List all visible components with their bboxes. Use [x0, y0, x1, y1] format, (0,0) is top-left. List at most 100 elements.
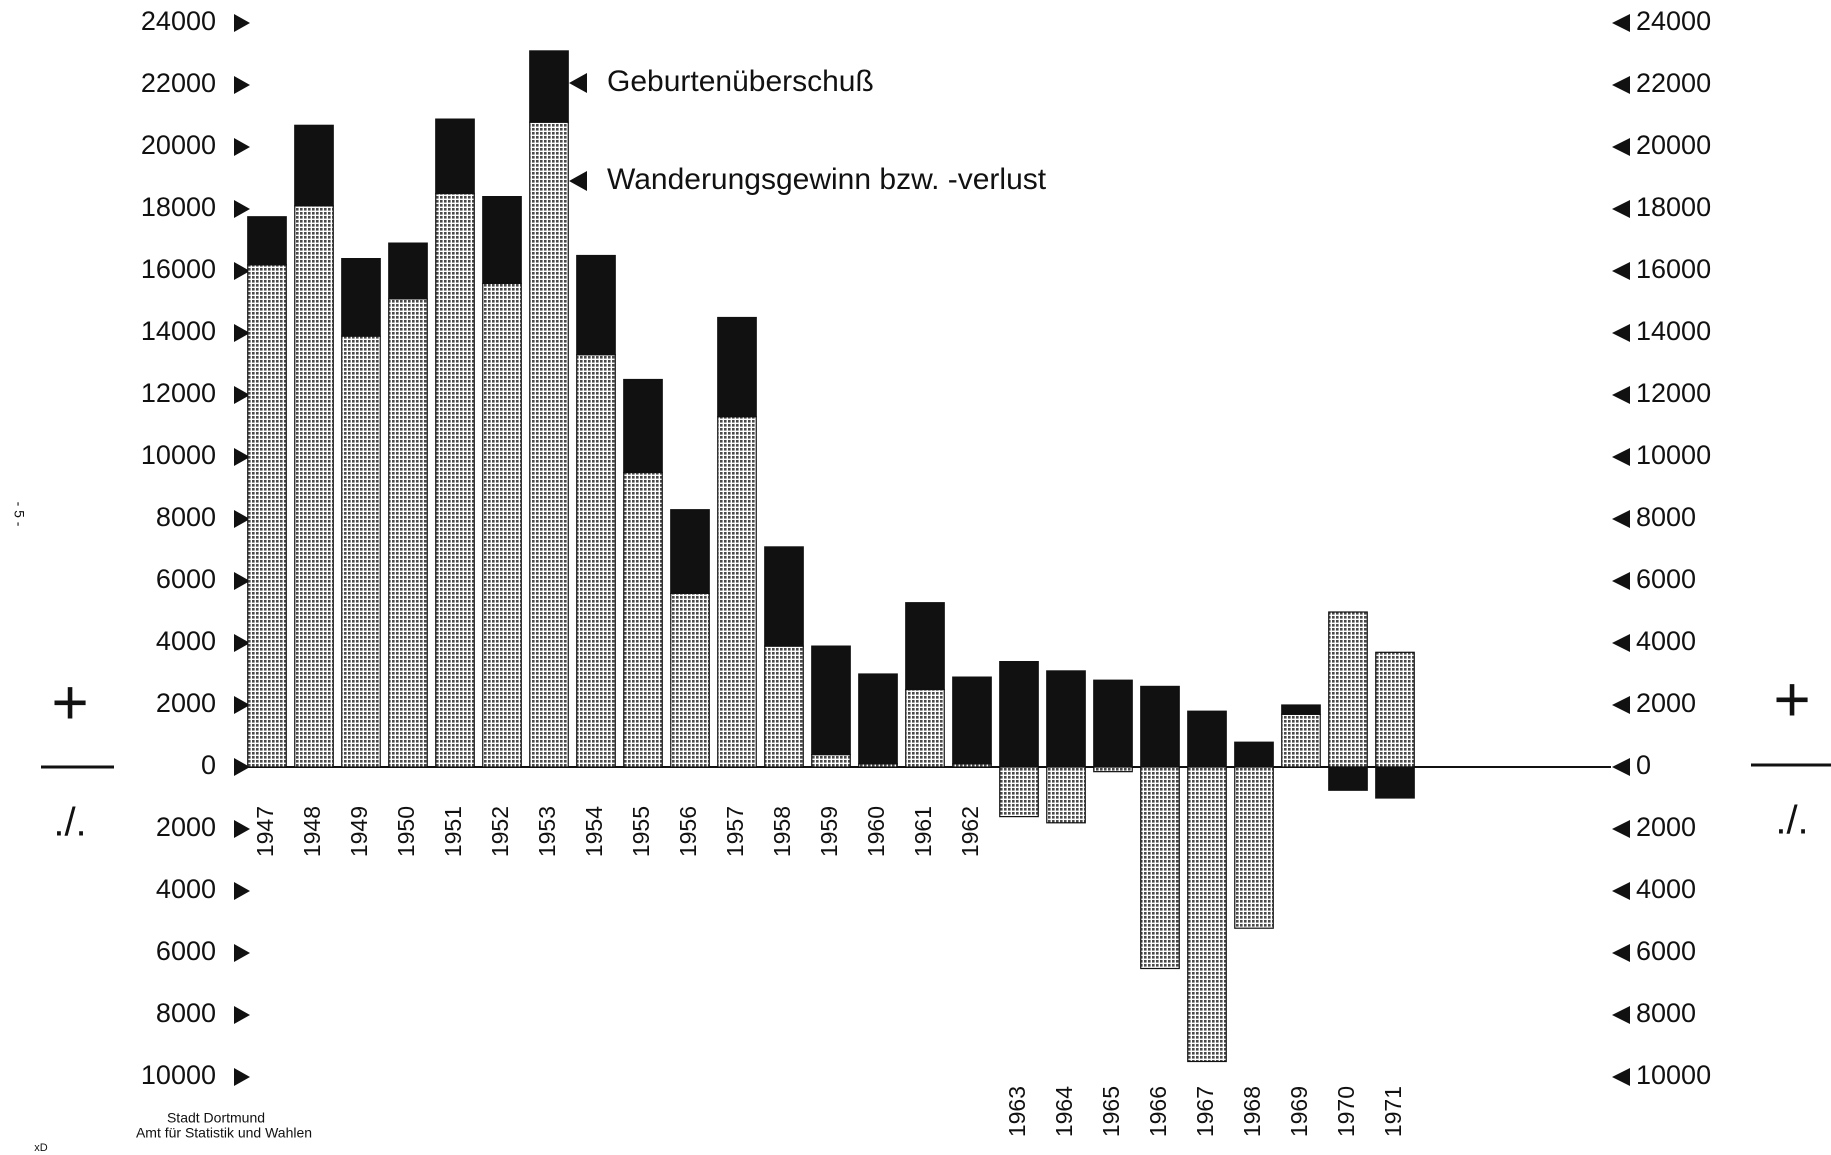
- bar-segment: [717, 316, 757, 418]
- y2-tick-mark: [1612, 572, 1630, 590]
- x-tick-label: 1958: [769, 806, 795, 857]
- legend-label: Wanderungsgewinn bzw. -verlust: [607, 163, 1047, 196]
- y2-tick-mark: [1612, 634, 1630, 652]
- x-tick-label: 1948: [299, 806, 325, 857]
- y2-tick-mark: [1612, 76, 1630, 94]
- x-tick-label: 1963: [1004, 1086, 1030, 1137]
- bar-segment: [999, 766, 1039, 818]
- y2-tick-label: 16000: [1636, 254, 1711, 284]
- y2-tick-mark: [1612, 1068, 1630, 1086]
- y2-tick-mark: [1612, 200, 1630, 218]
- y2-tick-label: 24000: [1636, 6, 1711, 36]
- bar-segment: [482, 282, 522, 768]
- y-tick-label: 2000: [156, 812, 216, 842]
- bar-segment: [717, 416, 757, 768]
- y-tick-mark: [234, 76, 250, 94]
- y-tick-label: 8000: [156, 998, 216, 1028]
- y-tick-label: 22000: [141, 68, 216, 98]
- y2-tick-mark: [1612, 696, 1630, 714]
- bar-segment: [764, 546, 804, 647]
- bar-segment: [952, 676, 992, 765]
- legend-arrow: [569, 73, 587, 93]
- source-line: Amt für Statistik und Wahlen: [136, 1125, 312, 1141]
- bar-segment: [1328, 611, 1368, 768]
- y-tick-mark: [234, 820, 250, 838]
- x-tick-label: 1969: [1286, 1086, 1312, 1137]
- x-tick-label: 1964: [1051, 1086, 1077, 1137]
- bar-segment: [623, 378, 663, 474]
- bar-segment: [670, 592, 710, 768]
- x-tick-label: 1968: [1239, 1086, 1265, 1137]
- bar-segment: [1093, 679, 1133, 768]
- legend-label: Geburtenüberschuß: [607, 65, 874, 98]
- y2-tick-mark: [1612, 1006, 1630, 1024]
- plus-sign: +: [51, 666, 88, 738]
- y-tick-label: 24000: [141, 6, 216, 36]
- bar-segment: [858, 673, 898, 765]
- y2-tick-label: 4000: [1636, 626, 1696, 656]
- bar-segment: [1187, 766, 1227, 1063]
- x-tick-label: 1957: [722, 806, 748, 857]
- minus-sign: ./.: [53, 801, 86, 845]
- bar-segment: [294, 124, 334, 207]
- y-tick-label: 4000: [156, 874, 216, 904]
- y-tick-label: 16000: [141, 254, 216, 284]
- bar-segment: [1140, 685, 1180, 768]
- bar-segment: [1328, 766, 1368, 791]
- y-tick-label: 6000: [156, 936, 216, 966]
- y2-tick-mark: [1612, 262, 1630, 280]
- y2-tick-label: 6000: [1636, 936, 1696, 966]
- bar-segment: [1046, 766, 1086, 824]
- x-tick-label: 1967: [1192, 1086, 1218, 1137]
- y2-tick-mark: [1612, 944, 1630, 962]
- minus-sign: ./.: [1775, 799, 1808, 843]
- y2-tick-label: 4000: [1636, 874, 1696, 904]
- bar-segment: [764, 645, 804, 768]
- x-tick-label: 1947: [252, 806, 278, 857]
- y-tick-label: 6000: [156, 564, 216, 594]
- y2-tick-mark: [1612, 448, 1630, 466]
- x-tick-label: 1966: [1145, 1086, 1171, 1137]
- bar-segment: [623, 471, 663, 768]
- y2-tick-label: 2000: [1636, 688, 1696, 718]
- y-tick-mark: [234, 1068, 250, 1086]
- x-tick-label: 1952: [487, 806, 513, 857]
- y2-tick-mark: [1612, 758, 1630, 776]
- bar-segment: [529, 121, 569, 768]
- bar-segment: [341, 335, 381, 768]
- bar-segment: [670, 509, 710, 595]
- x-tick-label: 1959: [816, 806, 842, 857]
- x-tick-label: 1953: [534, 806, 560, 857]
- x-tick-label: 1951: [440, 806, 466, 857]
- y-tick-mark: [234, 138, 250, 156]
- bar-segment: [811, 753, 851, 768]
- y2-tick-label: 20000: [1636, 130, 1711, 160]
- y2-tick-mark: [1612, 324, 1630, 342]
- bar-segment: [247, 264, 287, 768]
- x-tick-label: 1954: [581, 806, 607, 857]
- bar-segment: [1140, 766, 1180, 970]
- y2-tick-mark: [1612, 138, 1630, 156]
- source-line: Stadt Dortmund: [167, 1110, 265, 1126]
- bar-segment: [294, 205, 334, 768]
- y-tick-mark: [234, 572, 250, 590]
- y-tick-mark: [234, 324, 250, 342]
- y-tick-mark: [234, 510, 250, 528]
- y2-tick-label: 6000: [1636, 564, 1696, 594]
- y-tick-label: 18000: [141, 192, 216, 222]
- bar-segment: [388, 298, 428, 768]
- bar-segment: [1234, 766, 1274, 929]
- y-tick-label: 12000: [141, 378, 216, 408]
- y2-tick-mark: [1612, 882, 1630, 900]
- y-tick-label: 2000: [156, 688, 216, 718]
- y-tick-label: 8000: [156, 502, 216, 532]
- y-tick-mark: [234, 1006, 250, 1024]
- x-tick-label: 1962: [957, 806, 983, 857]
- y2-tick-label: 12000: [1636, 378, 1711, 408]
- x-tick-label: 1971: [1380, 1086, 1406, 1137]
- bar-segment: [482, 196, 522, 285]
- bar-segment: [388, 242, 428, 300]
- x-tick-label: 1950: [393, 806, 419, 857]
- x-tick-label: 1955: [628, 806, 654, 857]
- y-tick-mark: [234, 386, 250, 404]
